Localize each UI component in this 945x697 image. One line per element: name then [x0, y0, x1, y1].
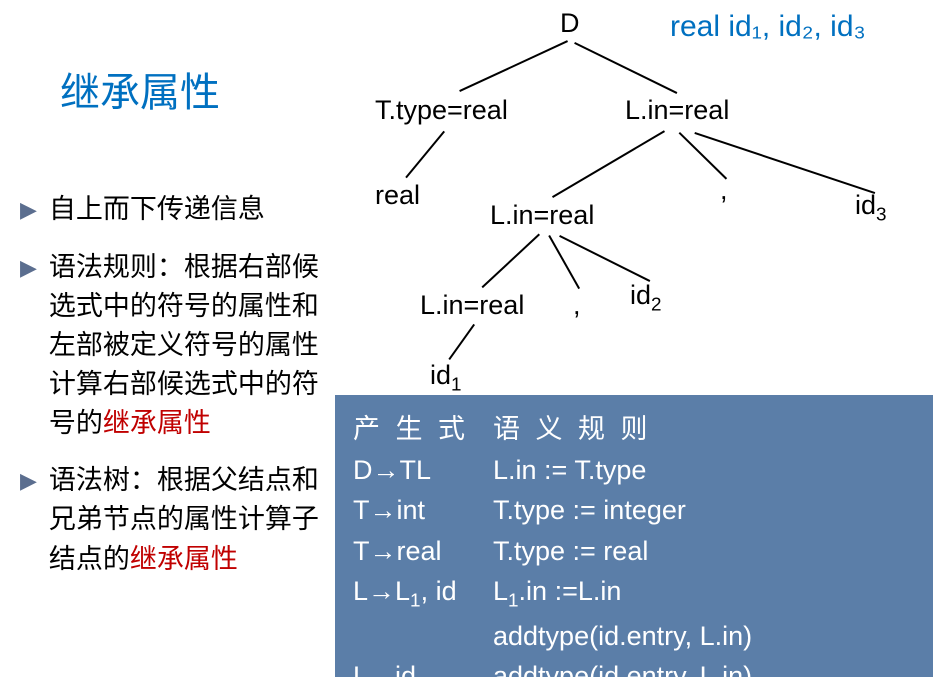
rule-semantic: addtype(id.entry, L.in): [493, 616, 915, 657]
rule-semantic: addtype(id.entry, L.in): [493, 656, 915, 697]
tree-edge: [574, 42, 677, 93]
bullet-marker-icon: ▶: [20, 190, 37, 230]
tree-edge: [559, 235, 650, 281]
tree-edge: [449, 324, 475, 360]
rule-row: D→TLL.in := T.type: [353, 450, 915, 491]
rule-row: L→idaddtype(id.entry, L.in): [353, 656, 915, 697]
rule-row: addtype(id.entry, L.in): [353, 616, 915, 657]
bullet-marker-icon: ▶: [20, 461, 37, 501]
rules-header-sem: 语 义 规 则: [493, 409, 915, 450]
tree-node-c1: ,: [720, 175, 728, 206]
bullet-item: ▶ 自上而下传递信息: [20, 190, 330, 230]
bullet-item: ▶ 语法树：根据父结点和兄弟节点的属性计算子结点的继承属性: [20, 461, 330, 578]
tree-node-T: T.type=real: [375, 95, 508, 126]
rule-production: [353, 616, 493, 657]
tree-node-c2: ,: [573, 290, 581, 321]
tree-node-L2: L.in=real: [420, 290, 524, 321]
rule-production: T→int: [353, 490, 493, 531]
tree-edge: [459, 41, 568, 92]
rule-semantic: T.type := real: [493, 531, 915, 572]
rule-production: D→TL: [353, 450, 493, 491]
bullet-item: ▶ 语法规则：根据右部候选式中的符号的属性和左部被定义符号的属性计算右部候选式中…: [20, 248, 330, 444]
bullet-text: 自上而下传递信息: [49, 194, 265, 224]
parse-tree: D T.type=real L.in=real real L.in=real, id3 L.…: [335, 0, 945, 390]
tree-node-D: D: [560, 8, 580, 39]
tree-node-id3: id3: [855, 190, 887, 226]
rule-row: L→L1, idL1.in :=L.in: [353, 571, 915, 616]
tree-edge: [406, 131, 445, 178]
tree-node-L: L.in=real: [625, 95, 729, 126]
tree-edge: [679, 132, 727, 179]
rule-semantic: T.type := integer: [493, 490, 915, 531]
tree-edge: [482, 234, 540, 288]
rule-semantic: L.in := T.type: [493, 450, 915, 491]
rule-semantic: L1.in :=L.in: [493, 571, 915, 616]
bullet-marker-icon: ▶: [20, 248, 37, 288]
rules-table: 产 生 式 语 义 规 则 D→TLL.in := T.typeT→intT.t…: [335, 395, 933, 677]
rule-row: T→realT.type := real: [353, 531, 915, 572]
rule-production: L→id: [353, 656, 493, 697]
tree-node-L1: L.in=real: [490, 200, 594, 231]
rule-production: T→real: [353, 531, 493, 572]
page-title: 继承属性: [60, 60, 220, 118]
rules-header-prod: 产 生 式: [353, 409, 493, 450]
tree-node-id1: id1: [430, 360, 462, 396]
bullet-red: 继承属性: [103, 408, 211, 438]
rule-row: T→intT.type := integer: [353, 490, 915, 531]
bullet-red: 继承属性: [130, 544, 238, 574]
tree-node-id2: id2: [630, 280, 662, 316]
rule-production: L→L1, id: [353, 571, 493, 616]
bullet-list: ▶ 自上而下传递信息 ▶ 语法规则：根据右部候选式中的符号的属性和左部被定义符号…: [20, 190, 330, 597]
tree-edge: [552, 131, 665, 198]
tree-node-real: real: [375, 180, 420, 211]
